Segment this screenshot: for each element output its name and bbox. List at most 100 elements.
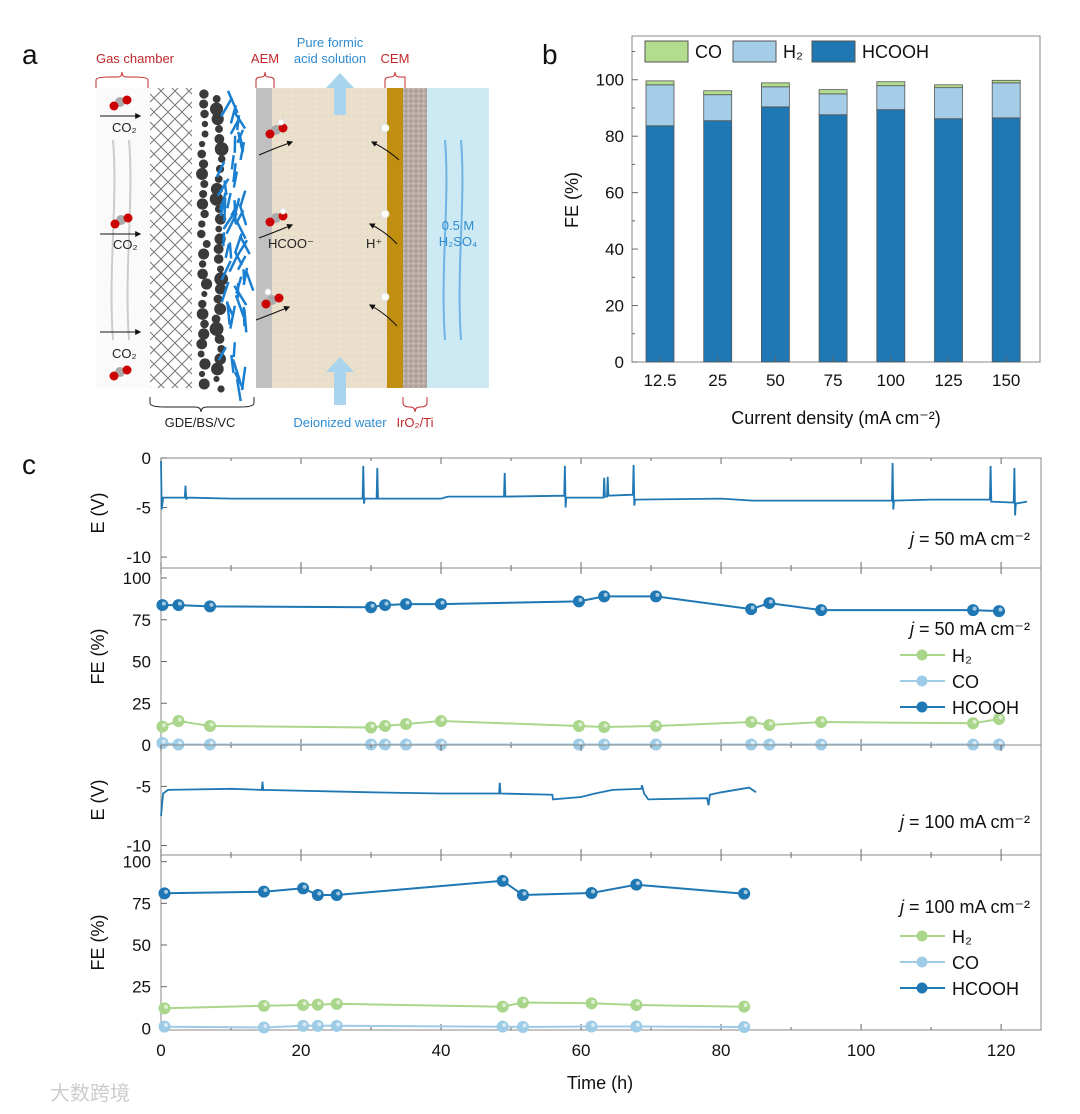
anion-arrow-icon: [255, 306, 291, 321]
bracket-cem: [384, 71, 406, 88]
catalyst-fiber: [244, 270, 255, 292]
carbon-particle: [199, 358, 211, 370]
catalyst-fiber: [228, 255, 239, 273]
marker-h2: [516, 996, 529, 1009]
bar-hcooh: [645, 125, 675, 363]
catalyst-fiber: [217, 346, 227, 361]
carbon-particle: [214, 303, 227, 315]
marker-co: [496, 1020, 509, 1033]
label-co2: CO₂: [113, 237, 138, 252]
marker-h2: [598, 720, 611, 733]
marker-highlight: [743, 1023, 748, 1028]
y-tick-label: 60: [605, 184, 624, 203]
marker-h2: [815, 715, 828, 728]
current-density-annotation: j = 100 mA cm⁻²: [897, 897, 1030, 917]
line-co: [164, 1024, 745, 1029]
catalyst-fiber: [232, 197, 241, 222]
catalyst-fiber: [231, 358, 242, 382]
marker-co: [400, 738, 413, 751]
catalyst-fiber: [223, 197, 227, 222]
marker-co: [649, 738, 662, 751]
potential-trace: [160, 460, 1028, 516]
marker-hcooh: [745, 603, 758, 616]
marker-hcooh: [516, 889, 529, 901]
legend-label: H₂: [952, 927, 972, 947]
legend-marker: [916, 675, 928, 687]
marker-h2: [630, 999, 643, 1011]
marker-co: [745, 738, 758, 751]
y-tick-label: -5: [136, 499, 151, 518]
x-axis-label: Current density (mA cm⁻²): [731, 408, 941, 428]
catalyst-fiber: [223, 180, 228, 196]
oxygen-atom: [110, 219, 120, 229]
marker-highlight: [578, 740, 583, 745]
plot-frame: [160, 854, 1042, 1031]
marker-h2: [400, 717, 413, 730]
carbon-particle: [198, 260, 207, 268]
y-tick-label: 0: [142, 1019, 151, 1038]
marker-highlight: [635, 1001, 640, 1006]
x-tick-label: 120: [987, 1041, 1015, 1060]
catalyst-fiber: [229, 118, 240, 135]
y-axis-label: FE (%): [562, 172, 582, 228]
marker-highlight: [998, 740, 1003, 745]
marker-highlight: [336, 1022, 341, 1027]
acid-flow-arrow-icon: [442, 139, 448, 341]
marker-co: [992, 738, 1005, 751]
marker-highlight: [972, 719, 977, 724]
marker-highlight: [591, 889, 596, 894]
catalyst-fiber: [224, 243, 231, 259]
carbon-particle: [196, 308, 209, 320]
marker-h2: [649, 719, 662, 732]
anode-layer: [403, 88, 427, 388]
hydrogen-atom: [277, 118, 285, 126]
y-tick-label: 0: [142, 736, 151, 755]
marker-highlight: [302, 1022, 307, 1027]
y-tick-label: 25: [132, 694, 151, 713]
label-anode: IrO₂/Ti: [396, 415, 433, 430]
oxygen-atom: [122, 95, 132, 105]
marker-highlight: [164, 1023, 169, 1028]
marker-hcooh: [992, 605, 1005, 618]
carbon-particle: [213, 244, 224, 254]
oxygen-atom: [122, 365, 132, 375]
x-tick-label: 0: [156, 1041, 165, 1060]
marker-h2: [156, 720, 169, 733]
marker-highlight: [336, 891, 341, 896]
marker-highlight: [502, 877, 507, 882]
plot-frame: [160, 744, 1042, 856]
marker-hcooh: [330, 889, 343, 901]
marker-h2: [967, 717, 980, 730]
line-hcooh: [164, 879, 745, 897]
watermark: 大数跨境: [50, 1082, 130, 1105]
marker-highlight: [161, 739, 166, 744]
carbon-particle: [199, 189, 208, 199]
catalyst-fiber: [225, 301, 231, 326]
carbon-particle: [201, 130, 209, 138]
y-tick-label: 0: [142, 449, 151, 468]
legend-swatch: [732, 40, 777, 63]
marker-co: [156, 736, 169, 749]
marker-highlight: [522, 891, 527, 896]
panel-c3: -5 -10 E (V) j = 100 mA cm⁻²: [88, 744, 1042, 856]
bracket-gas-chamber: [95, 71, 149, 88]
y-tick-label: 25: [132, 978, 151, 997]
legend-label: HCOOH: [952, 979, 1019, 999]
marker-highlight: [302, 1001, 307, 1006]
marker-highlight: [440, 740, 445, 745]
catalyst-fiber: [219, 192, 227, 217]
legend-marker: [916, 930, 928, 942]
x-tick-label: 75: [824, 371, 843, 390]
marker-highlight: [502, 1003, 507, 1008]
bar-h2: [876, 85, 906, 111]
carbon-particle: [199, 99, 209, 109]
catalyst-fiber: [233, 233, 243, 254]
catalyst-fiber: [230, 354, 235, 374]
proton-icon: [380, 292, 390, 302]
marker-highlight: [209, 722, 214, 727]
marker-highlight: [603, 740, 608, 745]
label-co2: CO₂: [112, 120, 137, 135]
catalyst-fiber: [242, 269, 246, 284]
marker-highlight: [161, 601, 166, 606]
